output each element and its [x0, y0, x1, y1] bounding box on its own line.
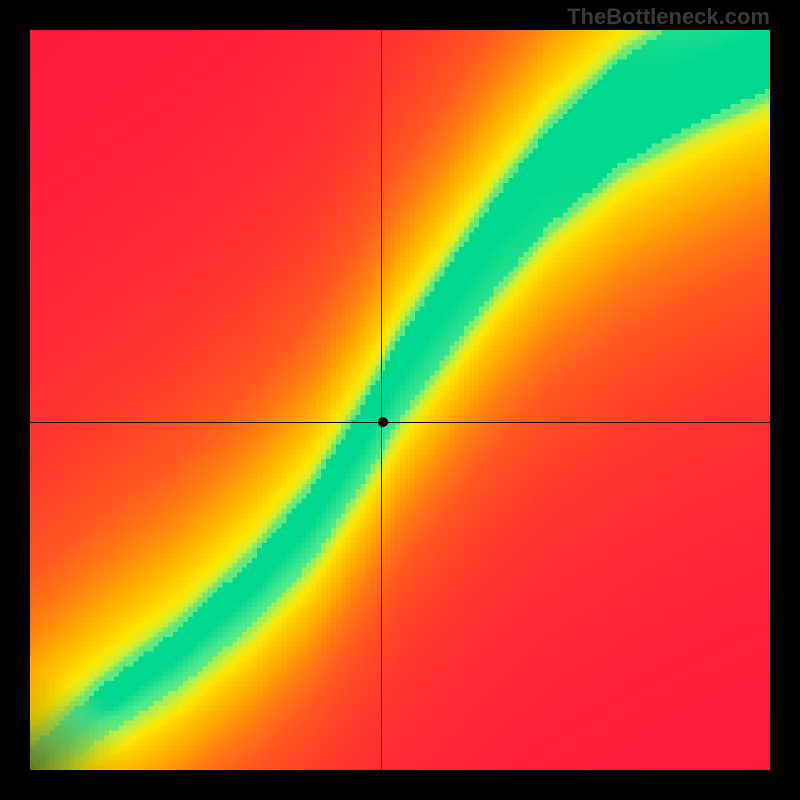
chart-container: TheBottleneck.com [0, 0, 800, 800]
watermark-text: TheBottleneck.com [567, 4, 770, 30]
plot-frame [30, 30, 770, 770]
heatmap-canvas [30, 30, 770, 770]
